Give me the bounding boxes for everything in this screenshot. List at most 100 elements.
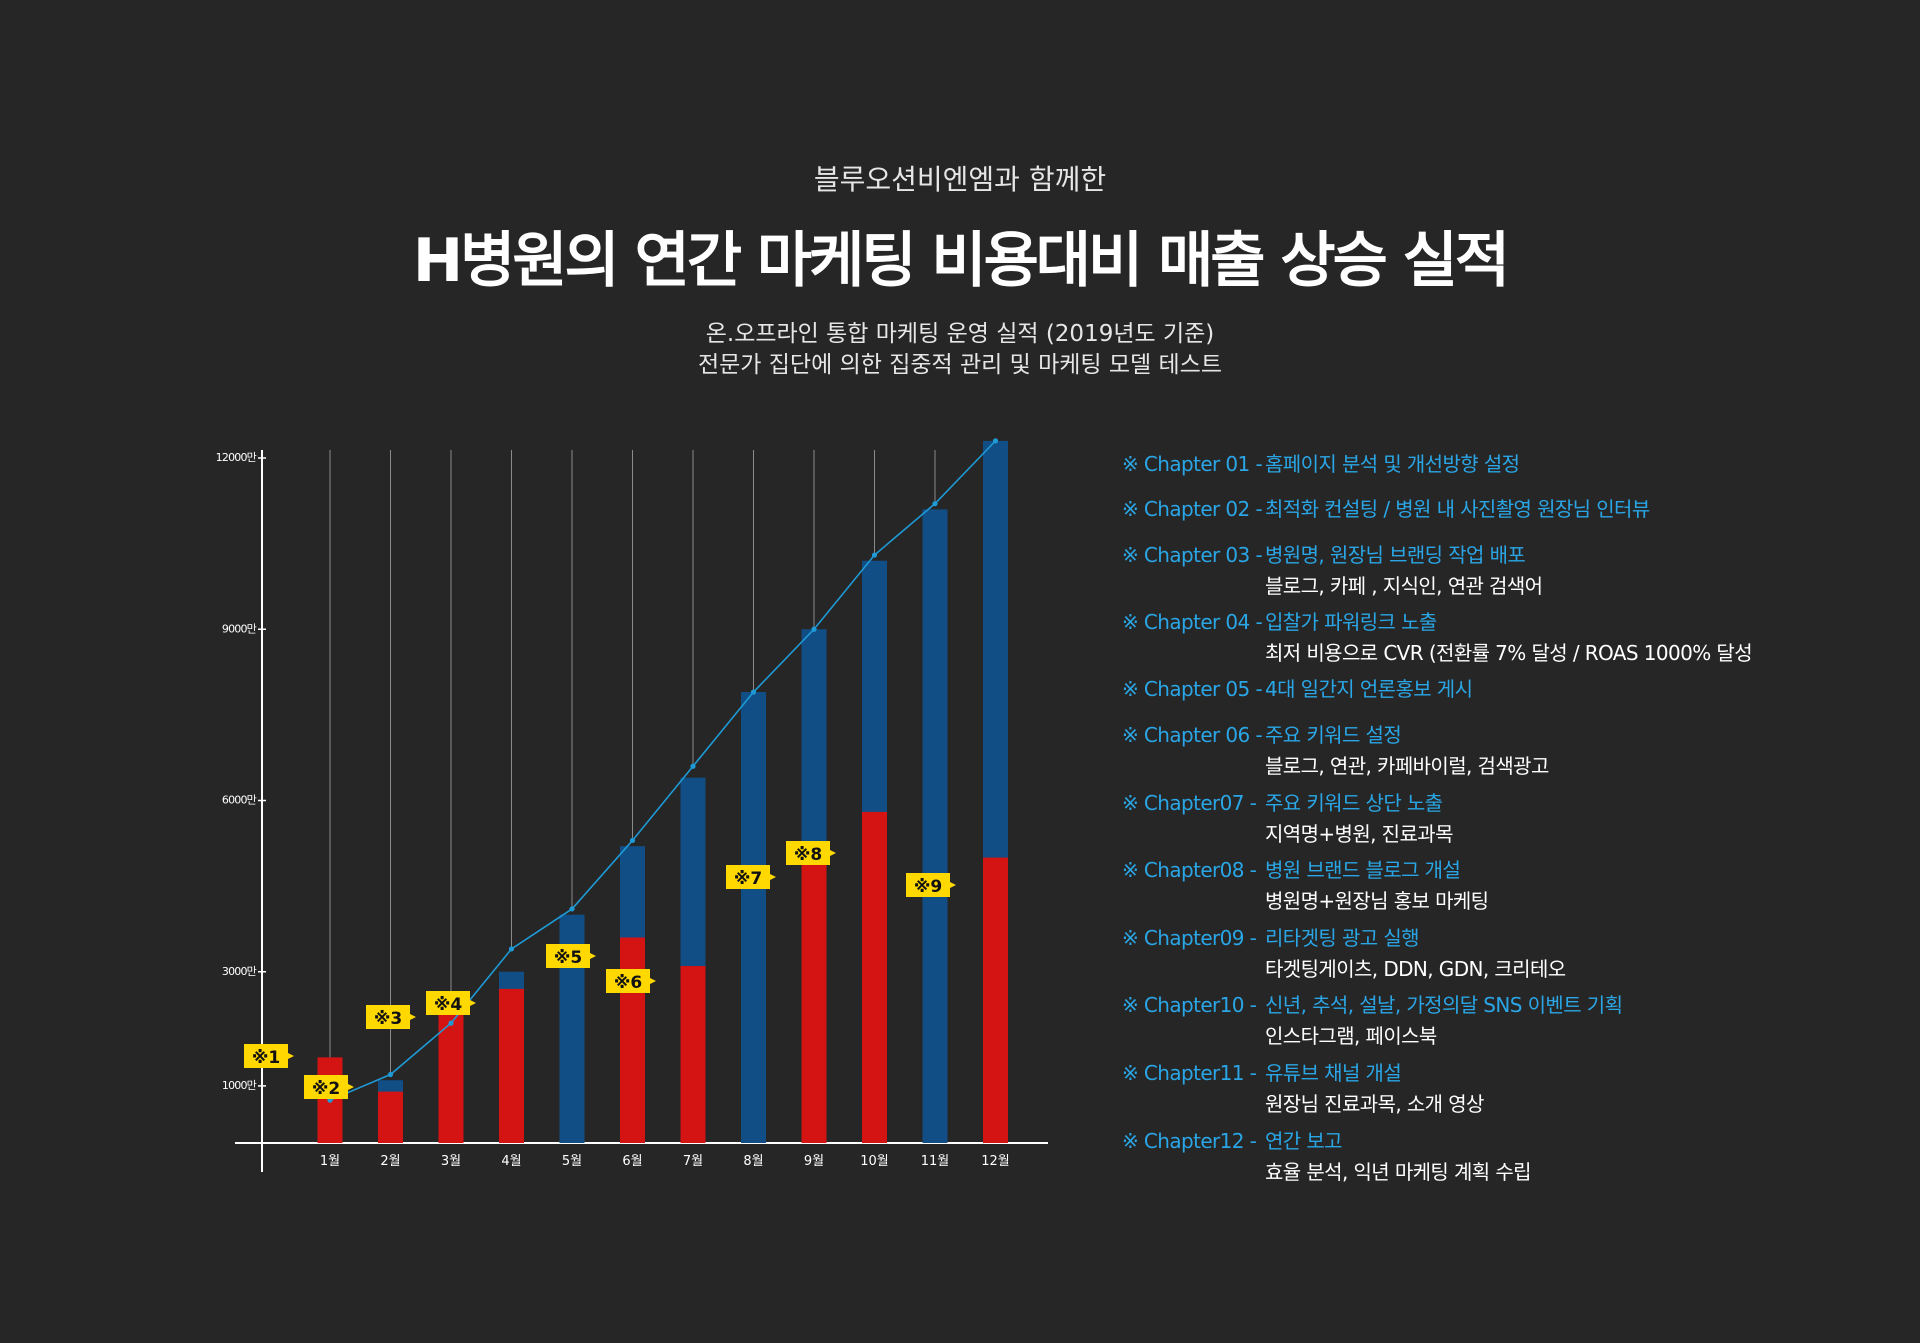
chapter-label: ※ Chapter 03 -	[1122, 543, 1263, 567]
chapter-title: 홈페이지 분석 및 개선방향 설정	[1265, 452, 1520, 476]
chapter-label: ※ Chapter 01 -	[1122, 452, 1263, 476]
chapter-heading: ※ Chapter 04 - 입찰가 파워링크 노출	[1122, 606, 1912, 635]
x-tick-label: 5월	[562, 1154, 582, 1169]
marker-pointer	[950, 882, 956, 888]
chapter-title: 유튜브 채널 개설	[1265, 1061, 1402, 1085]
x-tick-label: 6월	[622, 1154, 642, 1169]
chapter-item: ※ Chapter 01 - 홈페이지 분석 및 개선방향 설정	[1122, 448, 1912, 477]
bar-cost	[499, 988, 524, 1143]
x-tick-label: 9월	[804, 1154, 824, 1169]
trend-point	[629, 837, 636, 844]
chapter-item: ※ Chapter10 - 신년, 추석, 설날, 가정의달 SNS 이벤트 기획…	[1122, 989, 1912, 1049]
chapter-title: 주요 키워드 상단 노출	[1265, 791, 1443, 815]
chapter-title: 신년, 추석, 설날, 가정의달 SNS 이벤트 기획	[1265, 993, 1623, 1017]
subtitle-line-1: 온.오프라인 통합 마케팅 운영 실적 (2019년도 기준)	[705, 321, 1215, 347]
marker-box	[726, 865, 770, 889]
marker-pointer	[410, 1014, 416, 1020]
y-tick-label: 6000만	[222, 794, 257, 807]
chapter-label: ※ Chapter 06 -	[1122, 723, 1263, 747]
chapter-label: ※ Chapter 04 -	[1122, 610, 1263, 634]
bar-cost	[801, 846, 827, 1143]
chapter-title: 4대 일간지 언론홍보 게시	[1265, 677, 1473, 701]
marker-box	[426, 991, 470, 1015]
marker-pointer	[288, 1053, 294, 1059]
chapter-heading: ※ Chapter08 - 병원 브랜드 블로그 개설	[1122, 854, 1912, 883]
marker-pointer	[830, 850, 836, 856]
marker-box	[786, 841, 830, 865]
chapter-heading: ※ Chapter07 - 주요 키워드 상단 노출	[1122, 787, 1912, 816]
chapter-item: ※ Chapter12 - 연간 보고 효율 분석, 익년 마케팅 계획 수립	[1122, 1125, 1912, 1185]
marker-label: ※6	[614, 973, 642, 993]
chapter-label: ※ Chapter 05 -	[1122, 677, 1263, 701]
bar-total	[741, 692, 766, 1143]
marker-pointer	[770, 874, 776, 880]
chapter-label: ※ Chapter 02 -	[1122, 497, 1263, 521]
chapter-title: 최적화 컨설팅 / 병원 내 사진촬영 원장님 인터뷰	[1265, 497, 1650, 521]
marker-box	[366, 1005, 410, 1029]
chapter-item: ※ Chapter 05 -4대 일간지 언론홍보 게시	[1122, 673, 1912, 702]
x-tick-label: 7월	[683, 1154, 703, 1169]
marker-label: ※5	[554, 948, 582, 968]
chapter-detail: 효율 분석, 익년 마케팅 계획 수립	[1265, 1160, 1532, 1184]
page-title: H병원의 연간 마케팅 비용대비 매출 상승 실적	[412, 226, 1510, 296]
marker-label: ※3	[374, 1009, 402, 1029]
chapter-label: ※ Chapter07 -	[1122, 791, 1257, 815]
trend-point	[871, 552, 878, 558]
chapter-label: ※ Chapter08 -	[1122, 858, 1257, 882]
chapter-heading: ※ Chapter11 - 유튜브 채널 개설	[1122, 1057, 1912, 1086]
chapter-detail: 최저 비용으로 CVR (전환률 7% 달성 / ROAS 1000% 달성	[1265, 641, 1753, 665]
y-tick-label: 12000만	[216, 451, 257, 464]
marker-box	[906, 873, 950, 897]
trend-point	[508, 946, 515, 952]
chapter-detail: 원장님 진료과목, 소개 영상	[1265, 1092, 1484, 1116]
bar-cost	[378, 1091, 403, 1143]
trend-point	[932, 501, 938, 507]
chapter-item: ※ Chapter07 - 주요 키워드 상단 노출 지역명+병원, 진료과목	[1122, 787, 1912, 847]
x-tick-label: 11월	[921, 1154, 950, 1169]
bar-cost	[983, 857, 1008, 1143]
chapter-label: ※ Chapter11 -	[1122, 1061, 1257, 1085]
chapter-item: ※ Chapter08 - 병원 브랜드 블로그 개설 병원명+원장님 홍보 마케팅	[1122, 854, 1912, 914]
x-tick-label: 12월	[981, 1154, 1010, 1169]
bar-cost	[862, 811, 887, 1143]
trend-line	[329, 440, 997, 1101]
chapter-heading: ※ Chapter 06 - 주요 키워드 설정	[1122, 719, 1912, 748]
y-tick-label: 1000만	[222, 1079, 257, 1092]
marker-label: ※2	[312, 1079, 340, 1099]
marker-pointer	[470, 1000, 476, 1006]
marker-label: ※4	[434, 995, 463, 1015]
x-tick-label: 4월	[501, 1154, 521, 1169]
marker-label: ※8	[794, 845, 822, 865]
pre-title: 블루오션비엔엠과 함께한	[813, 163, 1107, 196]
chapter-heading: ※ Chapter 03 - 병원명, 원장님 브랜딩 작업 배포	[1122, 539, 1912, 568]
marker-box	[244, 1044, 288, 1068]
trend-point	[750, 689, 757, 695]
subtitle-line-2: 전문가 집단에 의한 집중적 관리 및 마케팅 모델 테스트	[697, 352, 1222, 378]
chapter-label: ※ Chapter10 -	[1122, 993, 1257, 1017]
chapter-heading: ※ Chapter 02 - 최적화 컨설팅 / 병원 내 사진촬영 원장님 인터…	[1122, 493, 1912, 522]
marker-label: ※9	[914, 877, 942, 897]
bar-total	[922, 509, 948, 1143]
chapter-heading: ※ Chapter09 - 리타겟팅 광고 실행	[1122, 922, 1912, 951]
x-tick-label: 2월	[380, 1154, 400, 1169]
marker-box	[304, 1075, 348, 1099]
chapter-title: 주요 키워드 설정	[1265, 723, 1402, 747]
marker-box	[546, 944, 590, 968]
chapter-detail: 타겟팅게이츠, DDN, GDN, 크리테오	[1265, 957, 1566, 981]
trend-point	[387, 1071, 394, 1078]
marker-box	[606, 969, 650, 993]
x-tick-label: 10월	[860, 1154, 889, 1169]
chapter-detail: 인스타그램, 페이스북	[1265, 1024, 1437, 1048]
x-tick-label: 1월	[320, 1154, 340, 1169]
x-tick-label: 8월	[743, 1154, 763, 1169]
marker-label: ※1	[252, 1048, 280, 1068]
chapter-title: 병원명, 원장님 브랜딩 작업 배포	[1265, 543, 1526, 567]
chapter-item: ※ Chapter 02 - 최적화 컨설팅 / 병원 내 사진촬영 원장님 인터…	[1122, 493, 1912, 522]
marker-pointer	[590, 953, 596, 959]
trend-point	[690, 763, 696, 769]
chapter-title: 병원 브랜드 블로그 개설	[1265, 858, 1461, 882]
chapter-detail: 블로그, 카페 , 지식인, 연관 검색어	[1265, 574, 1543, 598]
chapter-heading: ※ Chapter 01 - 홈페이지 분석 및 개선방향 설정	[1122, 448, 1912, 477]
